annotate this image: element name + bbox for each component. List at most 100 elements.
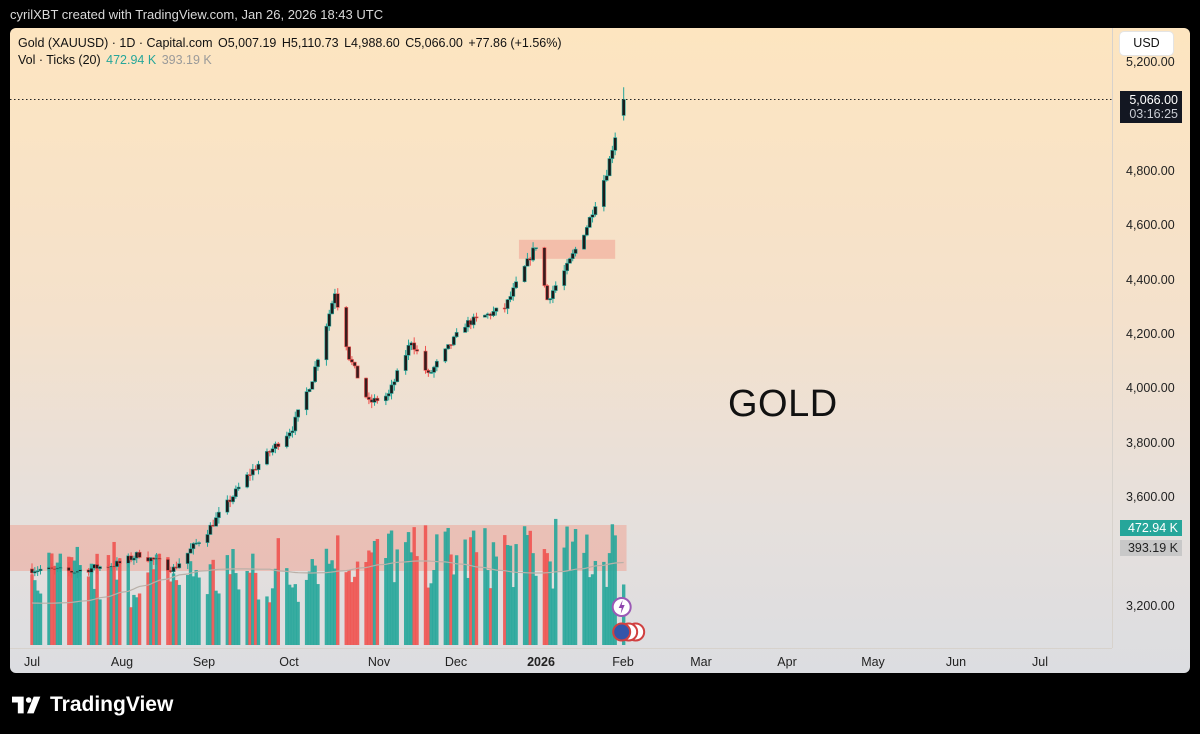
volume-bar xyxy=(52,565,57,645)
volume-bar xyxy=(186,575,190,645)
candle xyxy=(38,565,43,575)
time-tick-label: Jul xyxy=(24,655,40,669)
candle xyxy=(75,569,80,579)
candle xyxy=(327,309,332,331)
low-value: L4,988.60 xyxy=(344,36,400,50)
volume-bar xyxy=(98,599,102,645)
candle xyxy=(335,288,340,311)
time-tick-label: 2026 xyxy=(527,655,555,669)
candle xyxy=(443,348,448,364)
last-price-tag: 5,066.00 03:16:25 xyxy=(1120,91,1182,123)
volume-bar xyxy=(409,552,414,645)
price-tick-label: 3,800.00 xyxy=(1126,435,1175,450)
chart-legend: Gold (XAUUSD) · 1D · Capital.com O5,007.… xyxy=(18,35,564,69)
volume-bar xyxy=(205,594,210,645)
candle xyxy=(233,485,238,499)
time-axis[interactable]: Jul Aug Sep Oct Nov Dec 2026 Feb Mar Apr May Jun Jul xyxy=(10,648,1112,673)
volume-bar xyxy=(118,558,122,645)
volume-bar xyxy=(225,555,230,645)
volume-bar xyxy=(375,538,380,645)
tradingview-brand: TradingView xyxy=(50,693,174,716)
volume-last-tag: 472.94 K xyxy=(1120,520,1182,536)
volume-bar xyxy=(395,549,399,645)
time-tick-label: May xyxy=(861,655,885,669)
candle xyxy=(364,377,368,399)
volume-bar xyxy=(488,588,493,645)
candle xyxy=(542,246,547,288)
volume-bar xyxy=(324,548,329,645)
candlestick-chart[interactable] xyxy=(10,28,1112,648)
candle xyxy=(132,555,136,565)
candle xyxy=(58,563,63,573)
candle xyxy=(78,565,83,577)
volume-bar xyxy=(333,568,337,645)
volume-bar xyxy=(534,575,538,645)
candle xyxy=(69,568,74,578)
candle xyxy=(35,566,40,576)
symbol-info[interactable]: Gold (XAUUSD) · 1D · Capital.com xyxy=(18,36,213,50)
volume-bar xyxy=(531,553,535,645)
candle xyxy=(610,145,615,164)
candle xyxy=(446,344,451,350)
volume-bar xyxy=(364,562,368,645)
volume-bar xyxy=(429,583,433,645)
candle xyxy=(245,472,250,489)
volume-bar xyxy=(330,560,334,645)
volume-bar xyxy=(171,573,176,645)
volume-bar xyxy=(514,544,518,645)
volume-bar xyxy=(423,525,428,645)
candle xyxy=(214,512,218,527)
volume-bar xyxy=(406,532,411,645)
volume-bar xyxy=(372,540,377,645)
volume-bar xyxy=(154,554,159,645)
volume-bar xyxy=(491,542,496,645)
volume-bar xyxy=(565,526,569,645)
candle xyxy=(432,365,436,378)
candle xyxy=(562,264,567,291)
candle xyxy=(525,252,530,267)
candle xyxy=(313,361,318,383)
time-tick-label: Sep xyxy=(192,655,216,669)
volume-bar xyxy=(270,588,275,645)
volume-bar xyxy=(466,577,470,645)
volume-bar xyxy=(508,545,513,645)
volume-bar xyxy=(50,553,54,645)
volume-bar xyxy=(568,569,572,645)
candle xyxy=(32,567,37,577)
volume-bar xyxy=(188,561,193,645)
volume-indicator-label[interactable]: Vol · Ticks (20) xyxy=(18,53,101,67)
candle xyxy=(290,426,295,438)
volume-bar xyxy=(146,572,150,645)
volume-bar xyxy=(610,524,615,645)
currency-button[interactable]: USD xyxy=(1120,32,1173,55)
candle xyxy=(188,543,193,554)
volume-bar xyxy=(525,535,530,645)
time-tick-label: Apr xyxy=(777,655,797,669)
candle xyxy=(514,276,519,289)
chart-panel[interactable]: Gold (XAUUSD) · 1D · Capital.com O5,007.… xyxy=(10,28,1190,673)
candle xyxy=(494,307,499,316)
volume-bar xyxy=(214,590,218,645)
candle xyxy=(565,258,569,275)
volume-bar xyxy=(30,574,34,645)
volume-bar xyxy=(157,553,162,645)
volume-bar xyxy=(463,539,467,645)
volume-bar xyxy=(132,594,136,645)
time-tick-label: Oct xyxy=(279,655,299,669)
volume-bar xyxy=(387,533,391,645)
price-tick-label: 4,000.00 xyxy=(1126,381,1175,396)
volume-bar xyxy=(152,569,156,645)
volume-bar xyxy=(443,531,448,645)
plot-area[interactable]: Gold (XAUUSD) · 1D · Capital.com O5,007.… xyxy=(10,28,1113,648)
volume-bar xyxy=(194,570,198,645)
volume-bar xyxy=(126,556,130,645)
chart-credit: cyrilXBT created with TradingView.com, J… xyxy=(10,7,384,22)
gold-annotation[interactable]: GOLD xyxy=(728,383,838,425)
volume-bar xyxy=(33,580,37,645)
volume-bar xyxy=(554,518,558,645)
candle xyxy=(236,482,241,491)
volume-bar xyxy=(92,588,96,645)
volume-bar xyxy=(137,593,142,645)
close-value: C5,066.00 xyxy=(405,36,463,50)
volume-bar xyxy=(469,537,473,645)
